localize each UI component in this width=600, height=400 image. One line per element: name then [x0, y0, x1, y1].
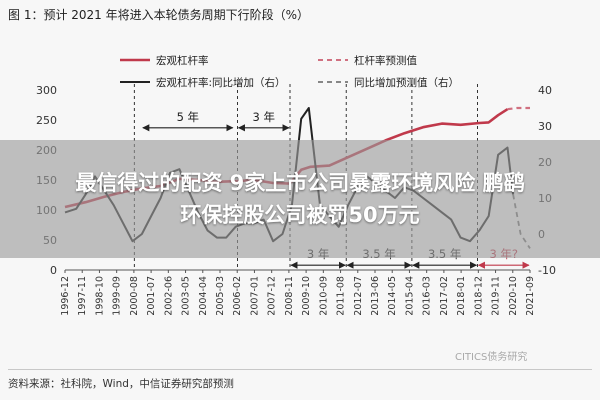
x-tick-label: 2010-09	[318, 276, 329, 316]
x-tick-label: 2014-05	[387, 276, 398, 316]
x-tick-label: 2008-11	[284, 276, 295, 316]
source-note: 资料来源：社科院，Wind，中信证券研究部预测	[8, 378, 234, 390]
x-tick-label: 2012-07	[353, 276, 364, 316]
x-tick-label: 2004-04	[198, 276, 209, 316]
cycle-length-label: 3 年	[253, 110, 275, 124]
headline-line-2: 环保控股公司被罚50万元	[180, 203, 420, 227]
y-right-tick-label: 30	[538, 120, 552, 133]
x-tick-label: 2007-01	[249, 276, 260, 316]
cycle-length-label: 5 年	[177, 110, 199, 124]
x-tick-label: 2018-01	[456, 276, 467, 316]
watermark: CITICS债务研究	[455, 352, 528, 363]
x-tick-label: 1997-11	[77, 276, 88, 316]
news-headline-overlay: 最信得过的配资 9家上市公司暴露环境风险 鹏鹞 环保控股公司被罚50万元	[0, 140, 600, 258]
x-tick-label: 2021-09	[525, 276, 536, 316]
y-left-tick-label: 250	[36, 114, 57, 127]
x-tick-label: 2000-08	[129, 276, 140, 316]
legend-label: 宏观杠杆率:同比增加（右）	[156, 76, 286, 89]
legend-label: 杠杆率预测值	[354, 54, 417, 67]
x-tick-label: 2016-03	[422, 276, 433, 316]
x-tick-label: 2007-12	[267, 276, 278, 316]
x-tick-label: 2005-03	[215, 276, 226, 316]
x-tick-label: 1998-10	[94, 276, 105, 316]
x-tick-label: 2002-06	[163, 276, 174, 316]
x-tick-label: 2017-02	[439, 276, 450, 316]
y-left-tick-label: 0	[50, 264, 57, 277]
footer-divider	[8, 369, 592, 370]
x-tick-label: 2019-11	[491, 276, 502, 316]
x-tick-label: 2020-10	[508, 276, 519, 316]
figure-title: 图 1：预计 2021 年将进入本轮债务周期下行阶段（%）	[8, 8, 310, 22]
x-tick-label: 2001-07	[146, 276, 157, 316]
x-tick-label: 2011-08	[336, 276, 347, 316]
y-right-tick-label: 40	[538, 84, 552, 97]
x-tick-label: 2003-05	[181, 276, 192, 316]
series-line	[507, 106, 530, 111]
headline-line-1: 最信得过的配资 9家上市公司暴露环境风险 鹏鹞	[75, 171, 525, 195]
x-tick-label: 2015-04	[404, 276, 415, 316]
y-right-tick-label: -10	[538, 264, 556, 277]
x-tick-label: 2009-10	[301, 276, 312, 316]
y-left-tick-label: 300	[36, 84, 57, 97]
x-tick-label: 2018-12	[473, 276, 484, 316]
legend-label: 宏观杠杆率	[156, 54, 209, 67]
legend-label: 同比增加预测值（右）	[354, 76, 459, 89]
x-tick-label: 2006-02	[232, 276, 243, 316]
x-tick-label: 1996-12	[60, 276, 71, 316]
x-tick-label: 2013-06	[370, 276, 381, 316]
x-tick-label: 1999-09	[112, 276, 123, 316]
